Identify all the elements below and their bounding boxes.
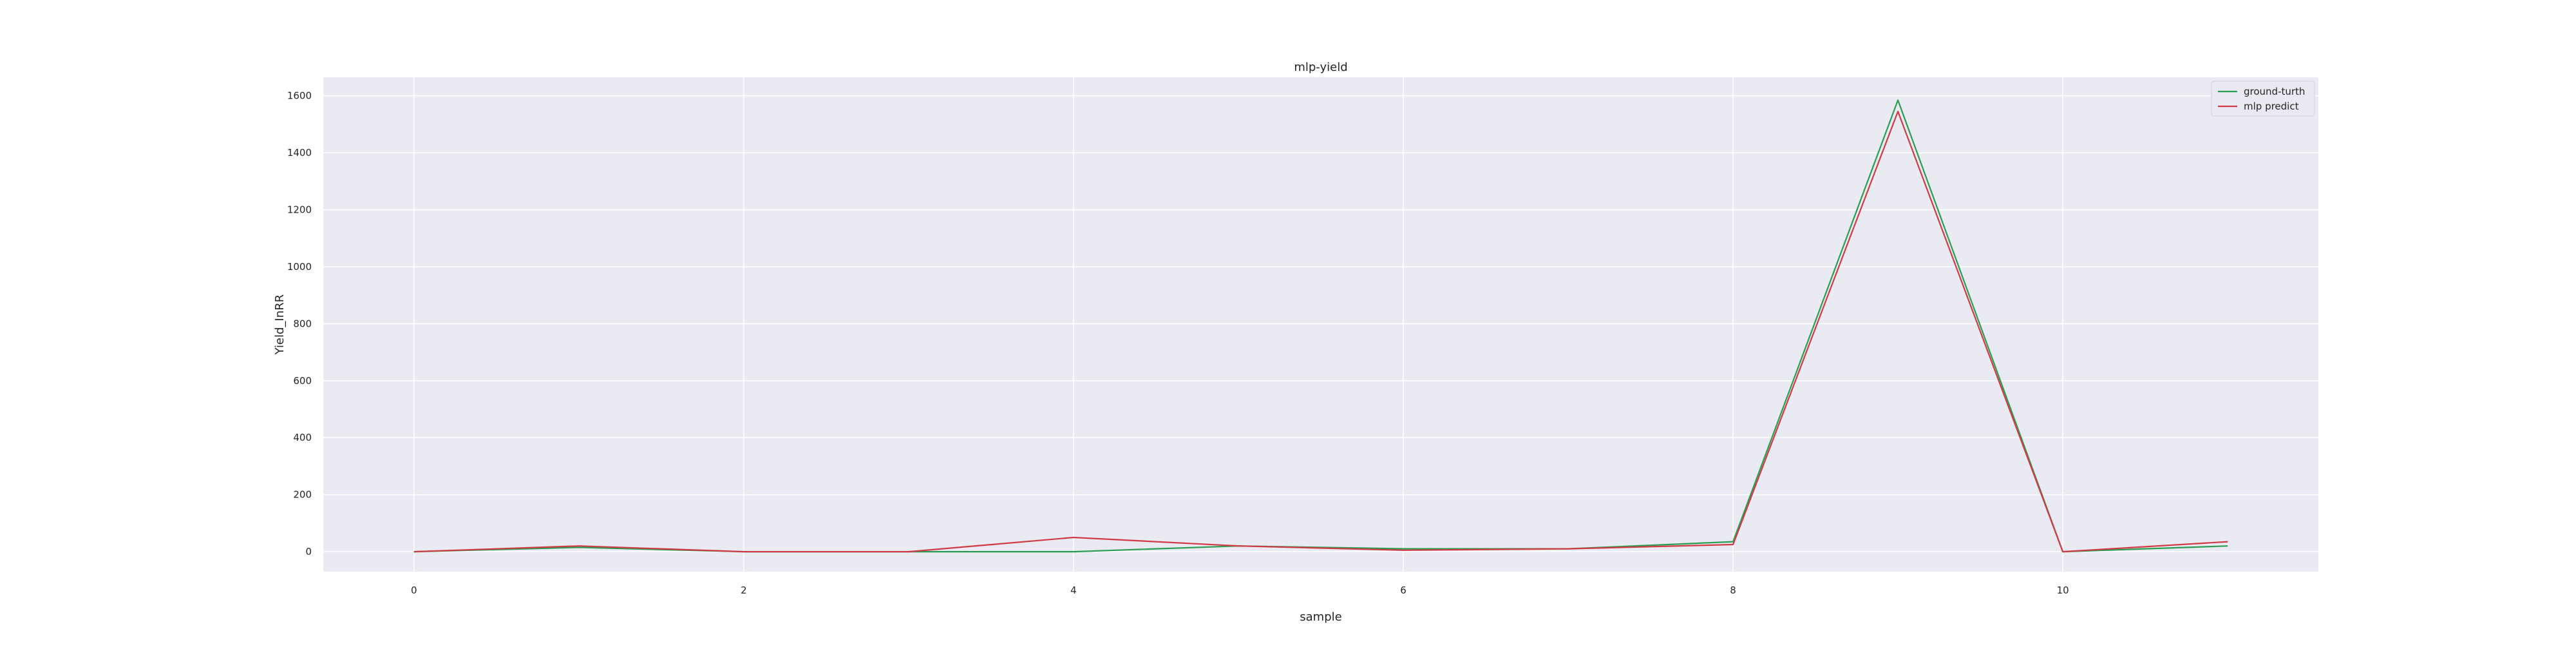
- x-tick-label: 10: [2057, 584, 2069, 596]
- x-tick-label: 0: [411, 584, 417, 596]
- grid: [323, 77, 2318, 572]
- chart-title: mlp-yield: [1294, 61, 1347, 74]
- tick-labels: 0 2 4 6 8 10 0 200 400 600 800 1000 1200 1400 1600: [287, 90, 2069, 596]
- series-layer: [413, 99, 2228, 553]
- y-tick-label: 1000: [287, 261, 312, 273]
- x-tick-label: 8: [1730, 584, 1736, 596]
- x-tick-label: 6: [1400, 584, 1406, 596]
- y-tick-label: 1200: [287, 204, 312, 216]
- y-tick-label: 400: [293, 432, 312, 443]
- y-axis-label: Yield_InRR: [273, 295, 287, 356]
- y-tick-label: 0: [305, 546, 312, 557]
- y-tick-label: 1400: [287, 147, 312, 159]
- y-tick-label: 1600: [287, 90, 312, 102]
- plot-area: [323, 77, 2318, 572]
- y-tick-label: 600: [293, 375, 312, 387]
- x-axis-label: sample: [1300, 610, 1341, 624]
- legend-box: [2211, 81, 2315, 117]
- legend-label: ground-turth: [2244, 86, 2305, 97]
- series-line-mlp-predict: [413, 110, 2228, 553]
- x-tick-label: 2: [741, 584, 747, 596]
- y-tick-label: 200: [293, 489, 312, 501]
- y-tick-label: 800: [293, 318, 312, 329]
- x-tick-label: 4: [1070, 584, 1077, 596]
- legend: ground-turth mlp predict: [2211, 81, 2315, 117]
- legend-label: mlp predict: [2244, 101, 2299, 112]
